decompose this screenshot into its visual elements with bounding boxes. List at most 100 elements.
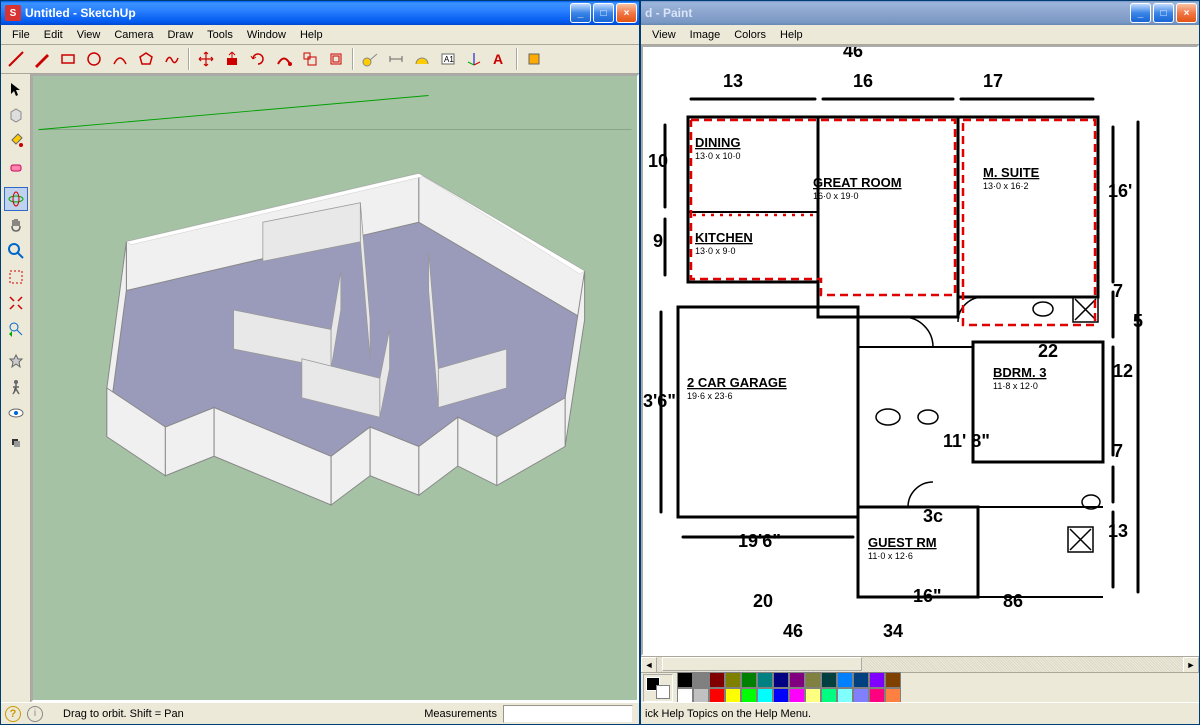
- paint-content: DINING13·0 x 10·0GREAT ROOM16·0 x 19·0M.…: [641, 45, 1199, 724]
- section-tool-icon[interactable]: [522, 47, 546, 71]
- info-icon[interactable]: i: [27, 706, 43, 722]
- color-swatch[interactable]: [773, 672, 789, 688]
- paint-menu-colors[interactable]: Colors: [727, 27, 773, 43]
- color-swatch[interactable]: [821, 672, 837, 688]
- menu-edit[interactable]: Edit: [37, 27, 70, 43]
- walk-tool-icon[interactable]: [4, 375, 28, 399]
- text-tool-icon[interactable]: A1: [436, 47, 460, 71]
- maximize-button[interactable]: □: [593, 3, 614, 23]
- svg-text:M. SUITE: M. SUITE: [983, 165, 1040, 180]
- component-tool-icon[interactable]: [4, 103, 28, 127]
- sketchup-titlebar[interactable]: S Untitled - SketchUp _ □ ×: [1, 1, 639, 25]
- 3dtext-tool-icon[interactable]: A: [488, 47, 512, 71]
- protractor-tool-icon[interactable]: [410, 47, 434, 71]
- color-swatch[interactable]: [725, 672, 741, 688]
- paint-menu-view[interactable]: View: [645, 27, 683, 43]
- color-swatch[interactable]: [709, 672, 725, 688]
- eraser-tool-icon[interactable]: [4, 155, 28, 179]
- dimension-tool-icon[interactable]: [384, 47, 408, 71]
- pushpull-tool-icon[interactable]: [220, 47, 244, 71]
- position-camera-icon[interactable]: [4, 349, 28, 373]
- help-icon[interactable]: ?: [5, 706, 21, 722]
- move-tool-icon[interactable]: [194, 47, 218, 71]
- color-swatch[interactable]: [757, 672, 773, 688]
- svg-text:13: 13: [1108, 521, 1128, 541]
- sketchup-toolbar: A1 A: [1, 45, 639, 74]
- svg-text:11' 8": 11' 8": [943, 431, 990, 451]
- svg-text:A: A: [493, 51, 503, 67]
- svg-text:20: 20: [753, 591, 773, 611]
- menu-help[interactable]: Help: [293, 27, 330, 43]
- follow-tool-icon[interactable]: [272, 47, 296, 71]
- line-tool-icon[interactable]: [4, 47, 28, 71]
- svg-text:17: 17: [983, 71, 1003, 91]
- color-swatch[interactable]: [805, 672, 821, 688]
- polygon-tool-icon[interactable]: [134, 47, 158, 71]
- zoom-extents-icon[interactable]: [4, 291, 28, 315]
- scale-tool-icon[interactable]: [298, 47, 322, 71]
- rectangle-tool-icon[interactable]: [56, 47, 80, 71]
- tape-tool-icon[interactable]: [358, 47, 382, 71]
- sketchup-content: [1, 74, 639, 702]
- svg-text:34: 34: [883, 621, 903, 641]
- menu-view[interactable]: View: [70, 27, 108, 43]
- color-swatch[interactable]: [693, 672, 709, 688]
- paint-menu-image[interactable]: Image: [683, 27, 728, 43]
- paint-menu-help[interactable]: Help: [773, 27, 810, 43]
- paint-maximize-button[interactable]: □: [1153, 3, 1174, 23]
- minimize-button[interactable]: _: [570, 3, 591, 23]
- sketchup-side-toolbar: [1, 74, 31, 702]
- paint-minimize-button[interactable]: _: [1130, 3, 1151, 23]
- svg-text:9: 9: [653, 231, 663, 251]
- svg-text:16: 16: [853, 71, 873, 91]
- rotate-tool-icon[interactable]: [246, 47, 270, 71]
- svg-text:19'6": 19'6": [738, 531, 781, 551]
- pencil-tool-icon[interactable]: [30, 47, 54, 71]
- zoom-window-icon[interactable]: [4, 265, 28, 289]
- paint-canvas[interactable]: DINING13·0 x 10·0GREAT ROOM16·0 x 19·0M.…: [641, 45, 1199, 656]
- circle-tool-icon[interactable]: [82, 47, 106, 71]
- scroll-right-button[interactable]: ►: [1183, 657, 1199, 673]
- svg-text:46: 46: [783, 621, 803, 641]
- offset-tool-icon[interactable]: [324, 47, 348, 71]
- menu-window[interactable]: Window: [240, 27, 293, 43]
- scroll-left-button[interactable]: ◄: [641, 657, 657, 673]
- freehand-tool-icon[interactable]: [160, 47, 184, 71]
- zoom-tool-icon[interactable]: [4, 239, 28, 263]
- menu-draw[interactable]: Draw: [160, 27, 200, 43]
- color-swatch[interactable]: [885, 672, 901, 688]
- color-swatch[interactable]: [677, 672, 693, 688]
- color-swatch[interactable]: [741, 672, 757, 688]
- color-swatch[interactable]: [869, 672, 885, 688]
- menu-file[interactable]: File: [5, 27, 37, 43]
- svg-text:13·0 x 16·2: 13·0 x 16·2: [983, 181, 1029, 191]
- axes-tool-icon[interactable]: [462, 47, 486, 71]
- previous-view-icon[interactable]: [4, 317, 28, 341]
- close-button[interactable]: ×: [616, 3, 637, 23]
- paint-h-scrollbar[interactable]: ◄ ►: [641, 656, 1199, 672]
- paint-menubar: View Image Colors Help: [641, 25, 1199, 45]
- shadows-tool-icon[interactable]: [4, 433, 28, 457]
- svg-text:46: 46: [843, 47, 863, 61]
- select-tool-icon[interactable]: [4, 77, 28, 101]
- color-swatch[interactable]: [789, 672, 805, 688]
- sketchup-statusbar: ? i Drag to orbit. Shift = Pan Measureme…: [1, 702, 639, 724]
- arc-tool-icon[interactable]: [108, 47, 132, 71]
- svg-text:13·0 x 9·0: 13·0 x 9·0: [695, 246, 736, 256]
- menu-tools[interactable]: Tools: [200, 27, 240, 43]
- pan-tool-icon[interactable]: [4, 213, 28, 237]
- measurements-input[interactable]: [503, 705, 633, 723]
- paint-close-button[interactable]: ×: [1176, 3, 1197, 23]
- svg-text:11·8 x 12·0: 11·8 x 12·0: [993, 381, 1038, 391]
- paint-titlebar[interactable]: d - Paint _ □ ×: [641, 1, 1199, 25]
- paint-bucket-icon[interactable]: [4, 129, 28, 153]
- menu-camera[interactable]: Camera: [107, 27, 160, 43]
- orbit-tool-icon[interactable]: [4, 187, 28, 211]
- color-swatch[interactable]: [853, 672, 869, 688]
- color-selector[interactable]: [643, 674, 673, 702]
- look-tool-icon[interactable]: [4, 401, 28, 425]
- paint-title: d - Paint: [645, 6, 692, 20]
- color-swatch[interactable]: [837, 672, 853, 688]
- svg-text:3c: 3c: [923, 506, 943, 526]
- sketchup-viewport[interactable]: [31, 74, 639, 702]
